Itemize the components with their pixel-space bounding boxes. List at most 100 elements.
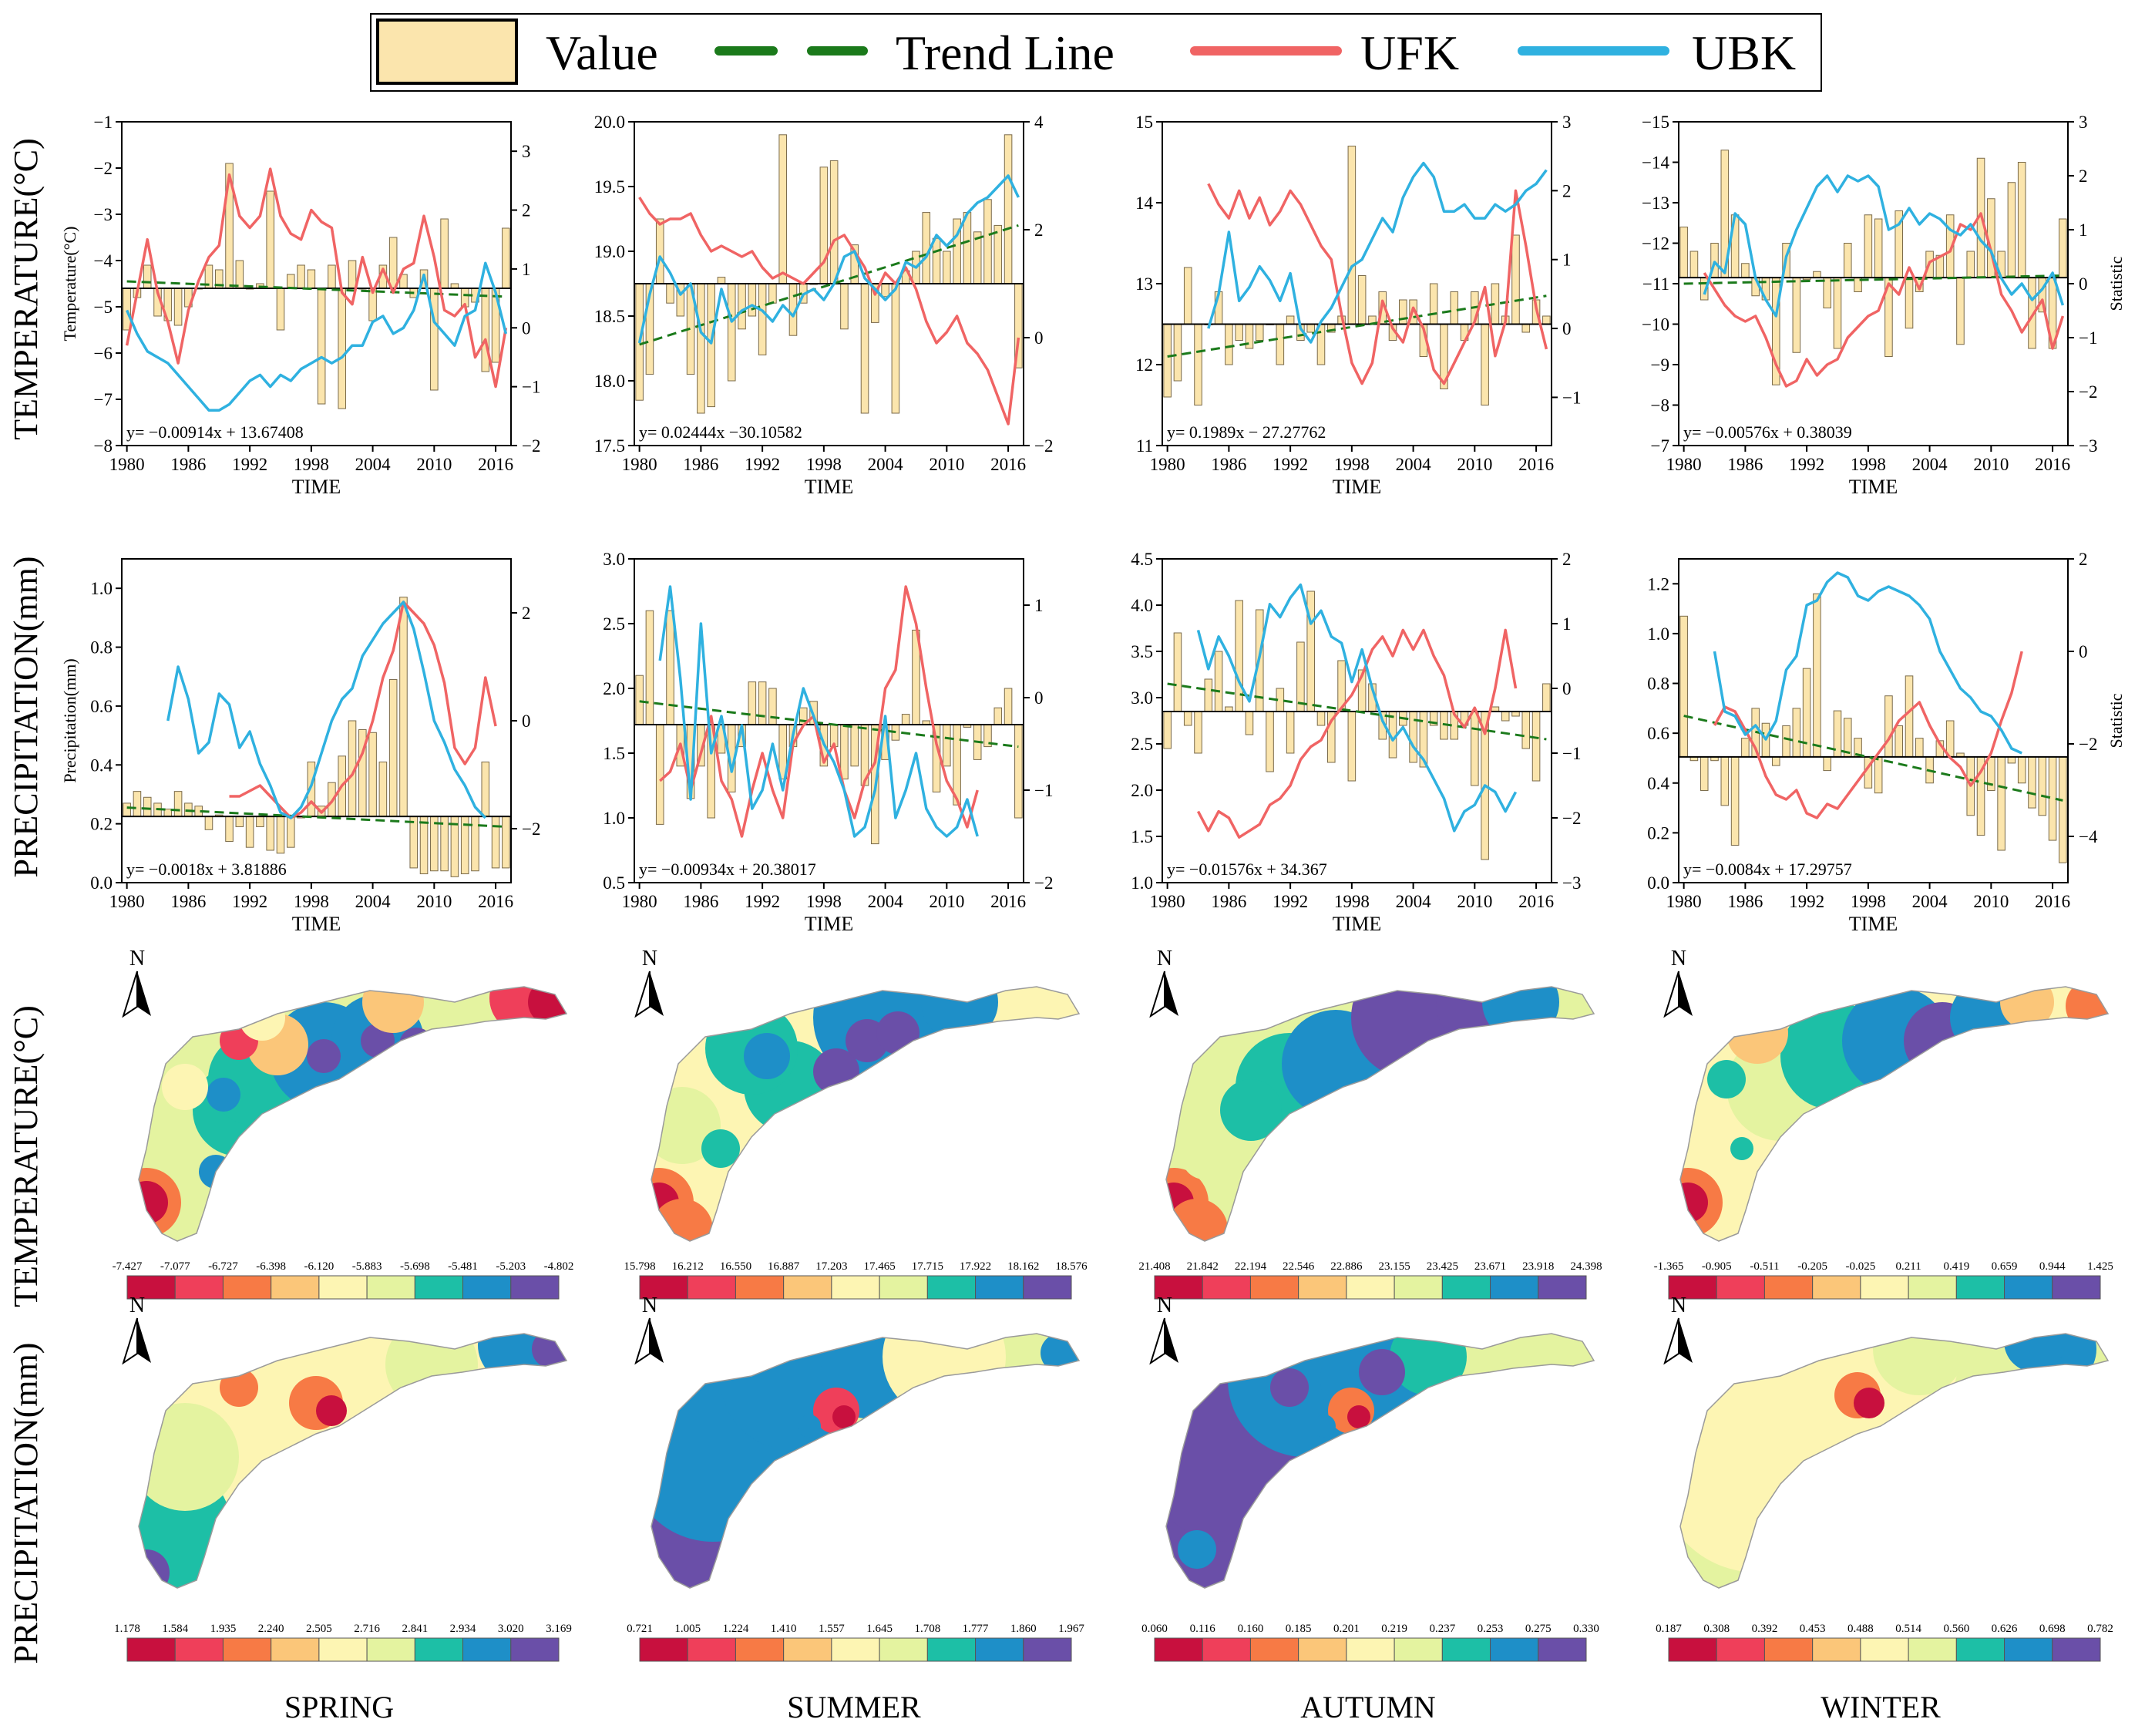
y-tick-label: 0.8	[1647, 675, 1669, 694]
colorbar-label: 18.576	[1055, 1260, 1088, 1273]
ubk-line	[658, 585, 979, 838]
y-tick-label: 3.5	[1131, 642, 1153, 661]
ubk-line	[1207, 161, 1548, 344]
north-arrow-icon	[635, 971, 664, 1017]
bar	[378, 761, 388, 817]
y-tick-label: 17.5	[594, 436, 625, 456]
colorbar-swatch	[1154, 1637, 1203, 1662]
bar	[481, 761, 490, 817]
map-p2: N 0.060 0.116 0.160 0.185 0.201 0.219 0.237 0.25…	[1141, 1294, 1599, 1662]
spatial-maps: N -7.427 -7.077 -6.727 -6.398 -6.120 -5.883 -5.…	[113, 947, 2113, 1662]
zone-blob	[798, 1415, 821, 1438]
x-tick-label: 1992	[745, 892, 780, 911]
bar	[481, 288, 490, 372]
bar	[276, 288, 285, 331]
x-tick-label: 1998	[1851, 892, 1886, 911]
row-label-precipitation-maps: PRECIPITATION(mm)	[7, 1343, 45, 1664]
row-label-temperature-maps: TEMPERATURE(°C)	[7, 1005, 45, 1307]
x-tick-label: 2016	[1518, 455, 1554, 474]
stat-tick-label: −1	[1562, 744, 1581, 763]
colorbar-label: -5.481	[448, 1260, 478, 1273]
bar	[502, 227, 510, 289]
zone-blob	[307, 1039, 341, 1073]
colorbar-label: 3.020	[498, 1623, 524, 1635]
bar	[758, 283, 767, 355]
x-tick-label: 1980	[109, 455, 145, 474]
colorbar-label: 1.005	[674, 1623, 701, 1635]
stat-tick-label: 1	[2079, 220, 2088, 240]
bar	[2059, 218, 2067, 278]
x-axis-title: TIME	[805, 476, 854, 498]
bar	[133, 791, 142, 817]
bar	[1782, 725, 1790, 758]
zone-blob	[139, 1403, 239, 1511]
bar	[2017, 756, 2026, 784]
zone-blob	[139, 1181, 168, 1224]
stat-tick-label: 4	[1034, 113, 1044, 132]
bar	[1306, 324, 1315, 333]
colorbar-swatch	[271, 1637, 320, 1662]
trend-line	[126, 280, 506, 298]
y-tick-label: −2	[94, 159, 113, 178]
row-label-precipitation-charts: PRECIPITATION(mm)	[7, 557, 45, 878]
y-tick-label: 4.0	[1131, 596, 1153, 615]
y-tick-label: −4	[94, 251, 113, 271]
colorbar-label: 0.060	[1141, 1623, 1168, 1635]
zone-blob	[1359, 1349, 1405, 1395]
map-p0: N 1.178 1.584 1.935 2.240 2.505 2.716 2.841 2.93…	[114, 1294, 572, 1662]
colorbar-label: 0.187	[1656, 1623, 1682, 1635]
zone-blob	[832, 1405, 856, 1428]
x-tick-label: 2010	[1457, 892, 1492, 911]
north-label: N	[642, 1294, 657, 1317]
colorbar-label: 0.160	[1238, 1623, 1264, 1635]
bar	[502, 816, 510, 869]
bar	[1163, 711, 1172, 749]
x-axis-title: TIME	[292, 476, 341, 498]
chart-temp_summer: 17.5 18.0 18.5 19.0 19.5 20.0 −2 0 2 4 1980 1986 199…	[594, 113, 1054, 498]
x-tick-label: 1992	[1789, 455, 1824, 474]
stat-tick-label: −2	[1034, 873, 1053, 893]
bar	[1286, 711, 1295, 754]
y-tick-label: 1.5	[603, 744, 625, 763]
map-p1: N 0.721 1.005 1.224 1.410 1.557 1.645 1.708 1.77…	[627, 1294, 1084, 1662]
bar	[1214, 651, 1223, 712]
x-tick-label: 2010	[929, 455, 964, 474]
basin-fill	[1680, 987, 2108, 1241]
colorbar-swatch	[126, 1637, 176, 1662]
north-arrow-icon	[1150, 1317, 1179, 1364]
colorbar-label: -6.727	[208, 1260, 238, 1273]
y-tick-label: 0.0	[90, 873, 113, 893]
stat-tick-label: 1	[1562, 251, 1572, 270]
colorbar-label: 18.162	[1007, 1260, 1039, 1273]
colorbar-swatch	[1490, 1637, 1539, 1662]
zone-blob	[399, 1028, 433, 1061]
colorbar-swatch	[1812, 1275, 1861, 1300]
trend-line	[1683, 274, 2063, 285]
legend-ubk-label: UBK	[1692, 25, 1796, 80]
colorbar-swatch	[1538, 1637, 1587, 1662]
trend-line	[1167, 294, 1547, 358]
bar	[901, 714, 910, 725]
bar	[338, 288, 347, 409]
colorbar-swatch	[687, 1637, 736, 1662]
bar	[1945, 720, 1955, 758]
bar	[388, 679, 398, 817]
season-label-spring: SPRING	[284, 1690, 394, 1724]
bar	[727, 283, 736, 382]
colorbar-swatch	[1249, 1637, 1299, 1662]
stat-tick-label: 2	[522, 201, 531, 220]
colorbar-label: 16.887	[768, 1260, 800, 1273]
stat-tick-label: 1	[1562, 614, 1572, 634]
colorbar-label: 1.224	[723, 1623, 749, 1635]
bar	[328, 264, 336, 289]
season-label-winter: WINTER	[1821, 1690, 1941, 1724]
bar	[204, 816, 213, 830]
y-tick-label: −6	[94, 344, 113, 363]
colorbar-swatch	[1394, 1637, 1443, 1662]
north-label: N	[129, 1294, 145, 1317]
zone-blob	[316, 1395, 347, 1426]
y-tick-label: 19.5	[594, 177, 625, 197]
plot-frame	[1678, 121, 2069, 446]
